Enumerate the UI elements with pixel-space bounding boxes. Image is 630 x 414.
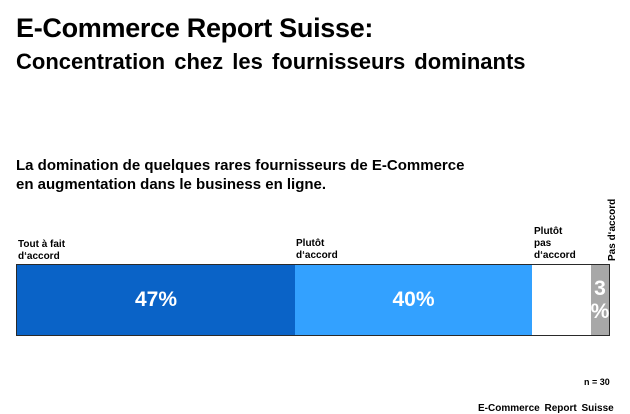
category-label-plutot: Plutôt d‘accord (296, 238, 338, 261)
segment-plutot: 40% (295, 265, 532, 335)
segment-plutot-pas (532, 265, 591, 335)
sample-size: n = 30 (584, 377, 610, 387)
data-label: 40% (392, 288, 435, 311)
segment-tout-a-fait: 47% (17, 265, 295, 335)
segment-pas-accord: 3% (591, 265, 609, 335)
data-label: 47% (134, 288, 178, 311)
chart-question: La domination de quelques rares fourniss… (16, 157, 465, 193)
page-subtitle: Concentration chez les fournisseurs domi… (16, 49, 526, 74)
source-label: E-Commerce Report Suisse (478, 403, 614, 414)
category-label-pas-accord: Pas d‘accord (607, 198, 618, 261)
category-label-plutot-pas: Plutôt pas d‘accord (534, 226, 576, 261)
data-label: 3% (590, 277, 610, 323)
page-title: E-Commerce Report Suisse: (16, 13, 374, 43)
category-label-tout-a-fait: Tout à fait d‘accord (18, 239, 66, 262)
stacked-bar: 47% 40% 3% (16, 264, 610, 336)
